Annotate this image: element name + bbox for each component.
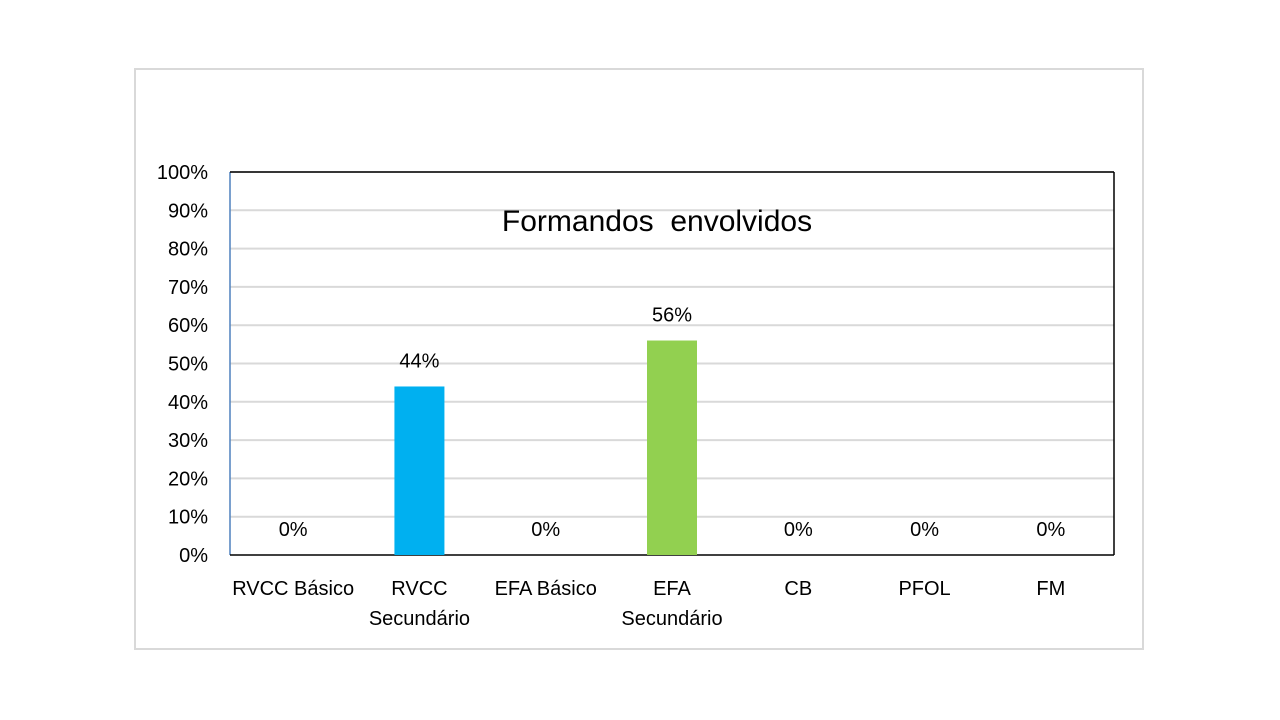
x-category-label: CB <box>784 578 812 600</box>
x-category-label: RVCC Básico <box>232 578 354 600</box>
y-tick-label: 70% <box>168 277 208 299</box>
y-tick-label: 0% <box>179 545 208 567</box>
y-axis-ticks: 0% 10% 20% 30% 40% 50% 60% 70% 80% 90% 100% <box>157 162 208 567</box>
data-label: 56% <box>652 305 692 327</box>
y-tick-label: 10% <box>168 507 208 529</box>
y-tick-label: 50% <box>168 354 208 376</box>
x-category-label: RVCC <box>391 578 447 600</box>
x-axis-categories: RVCC Básico RVCC Secundário EFA Básico EFA Se… <box>232 578 1065 630</box>
data-label: 0% <box>784 519 813 541</box>
y-tick-label: 80% <box>168 239 208 261</box>
x-category-label: Secundário <box>369 608 470 630</box>
data-label: 0% <box>531 519 560 541</box>
data-labels: 0% 44% 0% 56% 0% 0% 0% <box>279 305 1066 541</box>
chart-title: Formandos envolvidos <box>502 205 812 238</box>
y-tick-label: 30% <box>168 430 208 452</box>
x-category-label: EFA <box>653 578 691 600</box>
y-tick-label: 20% <box>168 468 208 490</box>
chart-frame <box>134 68 1144 650</box>
data-label: 0% <box>910 519 939 541</box>
y-tick-label: 40% <box>168 392 208 414</box>
y-tick-label: 60% <box>168 315 208 337</box>
bar <box>394 386 445 555</box>
x-category-label: FM <box>1036 578 1065 600</box>
x-category-label: Secundário <box>621 608 722 630</box>
y-tick-label: 100% <box>157 162 208 184</box>
x-category-label: EFA Básico <box>495 578 597 600</box>
bar <box>647 340 697 555</box>
x-category-label: PFOL <box>898 578 950 600</box>
data-label: 0% <box>279 519 308 541</box>
y-tick-label: 90% <box>168 200 208 222</box>
data-label: 44% <box>399 350 439 372</box>
data-label: 0% <box>1036 519 1065 541</box>
bars <box>394 340 697 555</box>
